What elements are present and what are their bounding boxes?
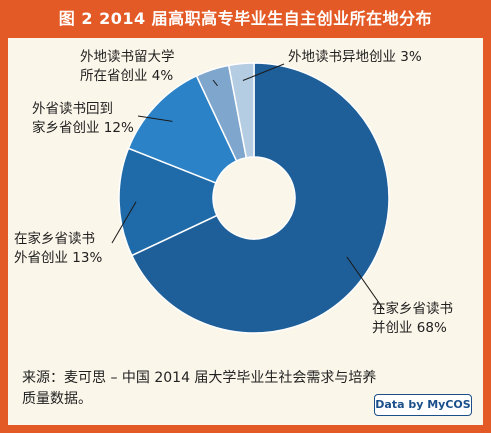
slice-label-line1: 外地读书异地创业 3% <box>288 49 422 65</box>
slice-label-stay-university-province: 外地读书留大学 所在省创业 4% <box>80 48 175 86</box>
slice-label-line2: 家乡省创业 12% <box>32 120 134 136</box>
slice-label-line2: 外省创业 13% <box>14 250 103 266</box>
slice-label-home-study-home-start: 在家乡省读书 并创业 68% <box>372 300 453 338</box>
leader-line <box>346 256 385 311</box>
source-line-1: 来源：麦可思 – 中国 2014 届大学毕业生社会需求与培养 <box>22 370 377 386</box>
slice-label-line1: 外省读书回到 <box>32 101 113 117</box>
source-line-2: 质量数据。 <box>22 391 92 407</box>
source-note: 来源：麦可思 – 中国 2014 届大学毕业生社会需求与培养 质量数据。 <box>22 368 462 410</box>
figure-title: 图 2 2014 届高职高专毕业生自主创业所在地分布 <box>58 9 433 28</box>
slice-label-line2: 所在省创业 4% <box>80 68 174 84</box>
slice-label-return-home-province: 外省读书回到 家乡省创业 12% <box>32 100 134 138</box>
chart-panel: 外地读书留大学 所在省创业 4% 外地读书异地创业 3% 外省读书回到 家乡省创… <box>8 38 483 425</box>
slice-other-province <box>227 62 255 159</box>
slice-label-other-province: 外地读书异地创业 3% <box>288 48 422 67</box>
slice-label-line1: 在家乡省读书 <box>372 301 453 317</box>
slice-label-line1: 在家乡省读书 <box>14 231 95 247</box>
slice-label-line2: 并创业 68% <box>372 320 447 336</box>
donut-chart <box>111 62 390 334</box>
leader-line <box>212 79 218 87</box>
slice-return-home-province <box>127 74 238 184</box>
leader-line <box>137 115 173 122</box>
slice-label-line1: 外地读书留大学 <box>80 49 175 65</box>
slice-home-study-other-start <box>118 147 218 257</box>
slice-label-home-study-other-start: 在家乡省读书 外省创业 13% <box>14 230 102 268</box>
leader-line <box>242 63 285 81</box>
leader-line <box>111 201 137 244</box>
slice-home-study-home-start <box>130 62 390 334</box>
data-by-mycos-badge: Data by MyCOS <box>374 394 472 416</box>
